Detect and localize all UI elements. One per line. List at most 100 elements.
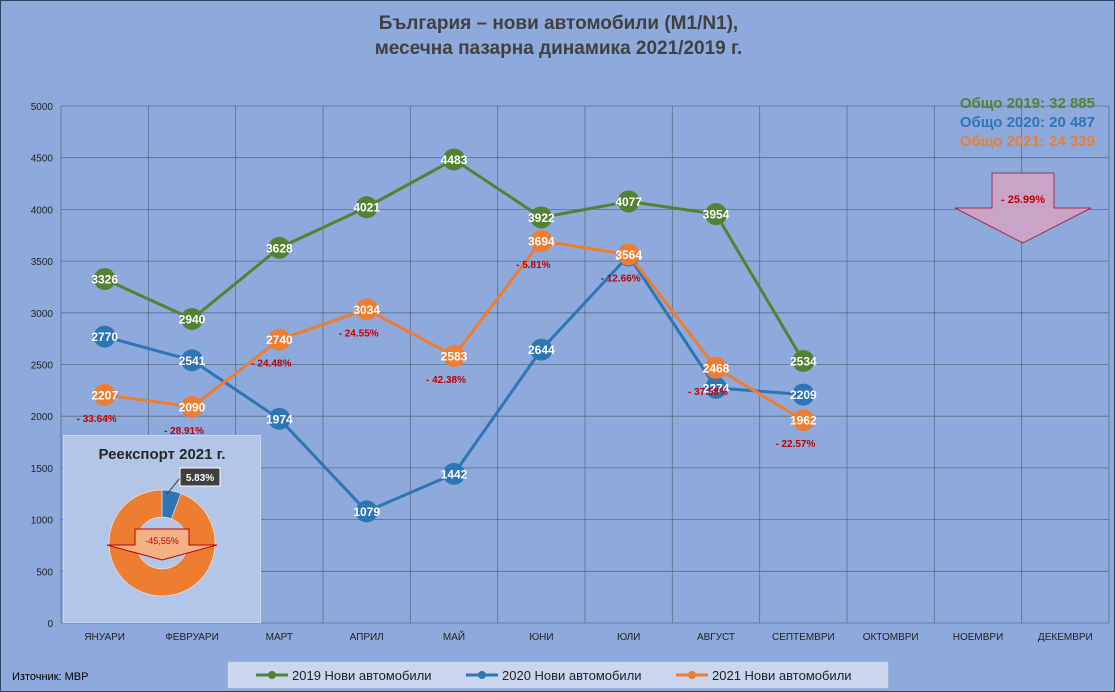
- data-label-0: 3954: [703, 208, 730, 222]
- data-point-0: [268, 236, 291, 259]
- y-tick-label: 3500: [31, 257, 54, 268]
- data-point-0: [705, 203, 727, 226]
- data-label-2: 3694: [528, 235, 555, 249]
- data-point-0: [617, 190, 640, 213]
- data-label-1: 2274: [703, 381, 730, 395]
- data-point-2: [443, 344, 465, 367]
- data-label-1: 2209: [790, 388, 817, 402]
- legend-marker-2021: [676, 671, 708, 679]
- down-arrow-icon: [954, 172, 1092, 244]
- data-point-2: [705, 356, 727, 379]
- y-tick-label: 3000: [31, 309, 54, 320]
- x-tick-label: ЮЛИ: [617, 632, 640, 643]
- total-2020: Общо 2020: 20 487: [959, 114, 1095, 131]
- donut-center-label: -45,55%: [145, 536, 179, 546]
- change-annotation: - 24.55%: [339, 328, 379, 339]
- total-2019: Общо 2019: 32 885: [959, 95, 1095, 112]
- y-tick-label: 1500: [31, 464, 54, 475]
- data-point-2: [617, 243, 640, 266]
- change-annotation: - 24.48%: [251, 359, 291, 370]
- y-tick-label: 5000: [31, 102, 54, 113]
- x-tick-label: ОКТОМВРИ: [863, 632, 919, 643]
- change-annotation: - 12.66%: [601, 273, 641, 284]
- x-tick-label: НОЕМВРИ: [953, 632, 1004, 643]
- data-label-2: 2740: [266, 333, 293, 347]
- y-tick-label: 0: [47, 619, 53, 630]
- data-point-2: [530, 230, 553, 253]
- data-label-2: 3564: [615, 248, 642, 262]
- total-2021: Общо 2021: 24 339: [959, 133, 1095, 150]
- data-point-1: [93, 325, 116, 348]
- data-point-1: [705, 376, 727, 399]
- x-tick-label: ДЕКЕМВРИ: [1038, 632, 1093, 643]
- chart-title-line-1: България – нови автомобили (М1/N1),: [378, 13, 739, 34]
- y-tick-label: 2000: [31, 412, 54, 423]
- data-point-1: [355, 500, 378, 523]
- data-point-0: [530, 206, 553, 229]
- change-annotation: - 22.57%: [775, 439, 815, 450]
- totals-box: Общо 2019: 32 885 Общо 2020: 20 487 Общо…: [960, 94, 1095, 151]
- x-tick-label: МАЙ: [443, 630, 465, 643]
- source-note: Източник: МВР: [12, 671, 89, 683]
- data-point-0: [443, 148, 465, 171]
- reexport-inset: 5.83% -45,55% Реекспорт 2021 г.: [63, 435, 261, 623]
- data-label-0: 3326: [91, 273, 118, 287]
- data-label-2: 1962: [790, 414, 817, 428]
- legend-label-2021: 2021 Нови автомобили: [712, 667, 852, 683]
- data-label-0: 2940: [179, 313, 206, 327]
- data-label-0: 2534: [790, 354, 817, 368]
- x-tick-label: МАРТ: [266, 632, 293, 643]
- legend-item-2020: 2020 Нови автомобили: [466, 662, 642, 688]
- chart-legend: 2019 Нови автомобили 2020 Нови автомобил…: [227, 661, 889, 689]
- data-label-2: 2468: [703, 361, 730, 375]
- data-label-0: 4021: [353, 201, 380, 215]
- inset-title: Реекспорт 2021 г.: [98, 446, 226, 463]
- data-point-0: [792, 349, 815, 372]
- data-label-0: 4483: [441, 153, 468, 167]
- data-label-1: 2644: [528, 343, 555, 357]
- change-annotation: - 37.58%: [688, 387, 728, 398]
- data-label-0: 3628: [266, 241, 293, 255]
- legend-label-2020: 2020 Нови автомобили: [502, 667, 642, 683]
- series-line-0: [104, 157, 805, 362]
- y-tick-label: 2500: [31, 361, 54, 372]
- legend-item-2019: 2019 Нови автомобили: [256, 662, 432, 688]
- data-point-2: [181, 395, 203, 418]
- data-label-0: 4077: [615, 195, 642, 209]
- data-label-2: 2090: [179, 400, 206, 414]
- y-tick-label: 500: [36, 567, 53, 578]
- data-label-1: 2541: [179, 354, 206, 368]
- center-down-arrow-icon: [106, 528, 218, 561]
- legend-marker-2020: [466, 671, 498, 679]
- data-point-1: [181, 349, 203, 372]
- slice-label-box: [179, 467, 221, 487]
- series-markers: 3326 2940 3628 4021 4483 3922 4077 3954 2534 2770…: [91, 148, 817, 523]
- chart-title: България – нови автомобили (М1/N1), месе…: [1, 11, 1114, 61]
- data-label-1: 1079: [353, 505, 380, 519]
- reexport-donut: 5.83% -45,55%: [106, 467, 221, 597]
- donut-slice-1: [108, 489, 216, 597]
- x-tick-label: ЯНУАРИ: [84, 632, 125, 643]
- data-point-1: [530, 338, 553, 361]
- data-point-2: [792, 409, 815, 432]
- data-label-1: 2770: [91, 330, 118, 344]
- data-point-0: [355, 196, 378, 219]
- x-tick-label: СЕПТЕМВРИ: [772, 632, 835, 643]
- change-annotation: - 42.38%: [426, 375, 466, 386]
- x-tick-label: АПРИЛ: [350, 632, 384, 643]
- slice-leader-line: [166, 477, 181, 495]
- x-tick-label: ЮНИ: [529, 632, 554, 643]
- legend-marker-2019: [256, 671, 288, 679]
- change-annotation: - 33.64%: [77, 414, 117, 425]
- change-annotation: - 5.81%: [516, 260, 551, 271]
- y-tick-label: 4000: [31, 205, 54, 216]
- data-label-0: 3922: [528, 211, 555, 225]
- data-label-1: 1442: [441, 467, 468, 481]
- legend-item-2021: 2021 Нови автомобили: [676, 662, 852, 688]
- data-label-2: 2207: [91, 388, 118, 402]
- data-label-1: 1974: [266, 412, 293, 426]
- data-label-2: 3034: [353, 303, 380, 317]
- x-tick-label: АВГУСТ: [697, 632, 735, 643]
